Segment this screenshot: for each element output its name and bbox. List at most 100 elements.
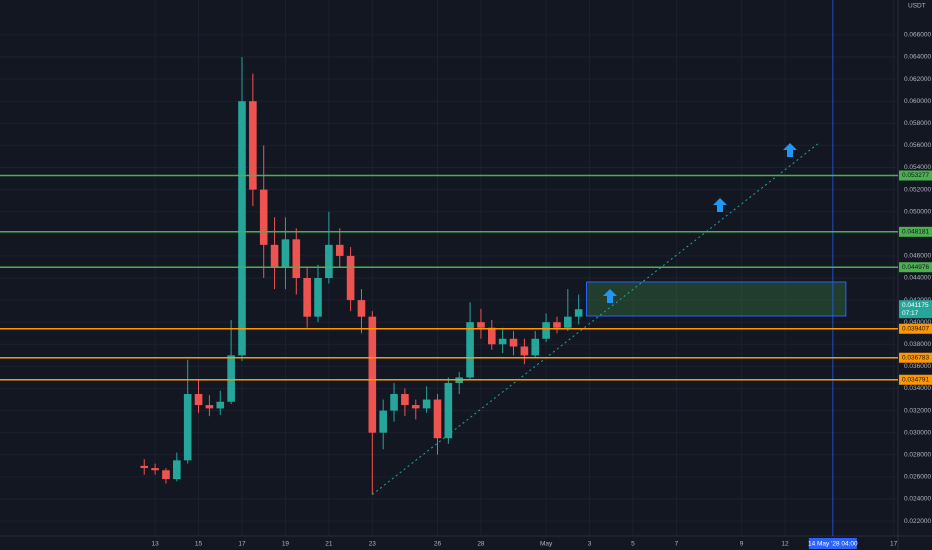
arrow-up [783, 143, 797, 157]
y-tick-label: 0.032000 [904, 407, 931, 414]
level-tag [899, 262, 932, 273]
x-tick-label: 21 [325, 541, 333, 548]
y-tick-label: 0.022000 [904, 518, 931, 525]
level-tag [899, 170, 932, 181]
x-tick-label: 17 [890, 541, 898, 548]
candle-body [477, 322, 485, 328]
y-tick-label: 0.064000 [904, 54, 931, 61]
x-tick-label: 3 [588, 541, 592, 548]
x-tick-label: 17 [238, 541, 246, 548]
y-tick-label: 0.028000 [904, 452, 931, 459]
arrows [603, 143, 797, 303]
candle-body [205, 405, 214, 409]
candle-body [357, 300, 366, 317]
candle-body [553, 322, 561, 328]
candle-body [411, 405, 420, 409]
zone [586, 281, 847, 317]
level-tag [899, 323, 932, 334]
candle-body [249, 101, 257, 190]
x-tick-label: 19 [282, 541, 290, 548]
grid [0, 0, 898, 536]
arrow-up [713, 198, 727, 212]
candle-body [238, 101, 246, 356]
y-tick-label: 0.062000 [904, 76, 931, 83]
marker-label: 14 May '28 04:00 [808, 541, 858, 548]
level-label: 0.039407 [902, 325, 929, 332]
y-tick-label: 0.060000 [904, 98, 931, 105]
candle-body [173, 460, 181, 480]
arrow-up [603, 289, 617, 303]
y-tick-label: 0.026000 [904, 474, 931, 481]
x-tick-label: 26 [434, 541, 442, 548]
candle-body [183, 394, 192, 461]
candle-body [498, 338, 507, 345]
marker-tag [808, 538, 857, 549]
candle-body [162, 470, 170, 480]
last-price-tag [899, 300, 932, 319]
candle-body [346, 255, 355, 301]
level-label: 0.048181 [902, 229, 929, 236]
y-tick-label: 0.044000 [904, 275, 931, 282]
y-tick-label: 0.050000 [904, 208, 931, 215]
x-tick-label: 28 [477, 541, 485, 548]
x-tick-label: 5 [631, 541, 635, 548]
candle-body [140, 465, 149, 469]
x-tick-label: 15 [195, 541, 203, 548]
last-price-label: 0.041175 [902, 302, 929, 309]
y-tick-label: 0.058000 [904, 120, 931, 127]
candle-body [564, 316, 572, 328]
candle-body [390, 394, 398, 411]
level-label: 0.053277 [902, 172, 929, 179]
candle-body [542, 322, 550, 339]
candle-body [151, 468, 159, 471]
y-tick-label: 0.040000 [904, 319, 931, 326]
candle-body [325, 244, 333, 278]
candle-body [379, 410, 387, 433]
unit-label: USDT [908, 3, 926, 10]
candle-body [574, 309, 583, 317]
level-tag [899, 374, 932, 385]
candle-body [227, 355, 235, 402]
candle-body [292, 239, 301, 278]
x-tick-label: 12 [781, 541, 789, 548]
countdown-label: 07:17 [902, 310, 919, 317]
candle-body [531, 338, 540, 356]
candle-body [270, 244, 279, 267]
y-tick-label: 0.046000 [904, 253, 931, 260]
level-label: 0.036783 [902, 354, 929, 361]
candle-body [194, 394, 203, 406]
candle-body [303, 277, 311, 317]
x-tick-label: 9 [740, 541, 744, 548]
candle-body [509, 338, 518, 347]
y-tick-label: 0.038000 [904, 341, 931, 348]
level-tag [899, 352, 932, 363]
candle-body [259, 189, 268, 245]
y-tick-label: 0.054000 [904, 164, 931, 171]
y-tick-label: 0.066000 [904, 32, 931, 39]
x-tick-label: 23 [369, 541, 377, 548]
level-label: 0.044976 [902, 264, 929, 271]
x-tick-label: May [540, 541, 553, 548]
y-tick-label: 0.036000 [904, 363, 931, 370]
candle-body [422, 399, 431, 409]
candle-body [466, 322, 474, 378]
x-tick-label: 7 [675, 541, 679, 548]
marks [0, 0, 898, 536]
y-tick-label: 0.030000 [904, 429, 931, 436]
candle-body [444, 382, 453, 439]
axis: 0.022000 0.024000 0.026000 0.028000 0.030000… [151, 32, 932, 549]
candle-body [216, 401, 225, 409]
y-tick-label: 0.034000 [904, 385, 931, 392]
y-tick-label: 0.024000 [904, 496, 931, 503]
candle-body [335, 244, 344, 256]
level-tag [899, 226, 932, 237]
y-tick-label: 0.052000 [904, 186, 931, 193]
y-tick-label: 0.056000 [904, 142, 931, 149]
candle-body [281, 239, 290, 267]
candle-body [433, 399, 442, 439]
candle-body [314, 277, 322, 317]
candle-body [401, 394, 409, 406]
candle-body [368, 316, 377, 433]
